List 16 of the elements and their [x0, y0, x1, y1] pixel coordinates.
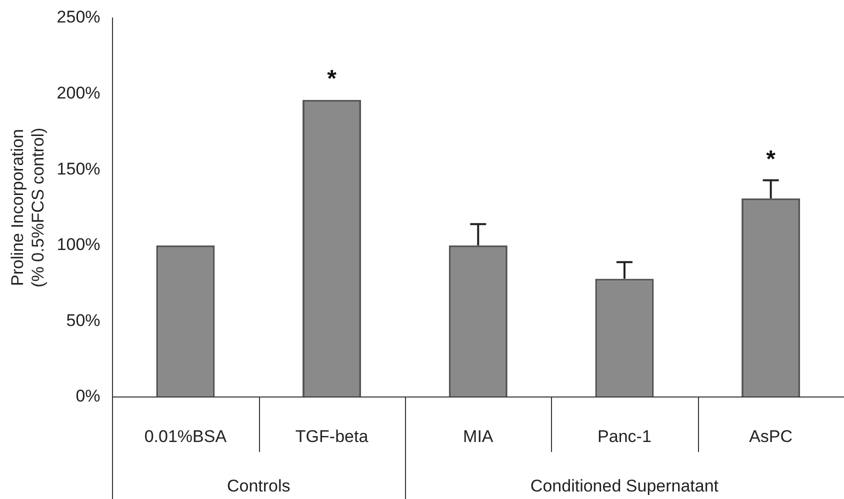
data-label: *	[766, 146, 776, 173]
y-tick-label: 250%	[56, 8, 100, 27]
y-tick-label: 50%	[66, 310, 100, 330]
data-label: *	[327, 65, 338, 92]
x-tick-label: Panc-1	[598, 426, 652, 446]
y-tick-label: 100%	[56, 235, 100, 254]
text: Controls	[226, 476, 290, 496]
y-tick-label: 150%	[56, 159, 100, 178]
x-tick-label: 0.01%BSA	[144, 426, 228, 446]
text: Conditioned Supernatant	[530, 476, 719, 496]
y-axis-title: Proline Incorporation (% 0.5%FCS control)	[8, 128, 48, 288]
y-tick-label: 200%	[56, 83, 100, 102]
x-tick-label: TGF-beta	[295, 426, 369, 446]
x-tick-label: AsPC	[749, 426, 793, 446]
y-tick-label: 0%	[76, 386, 100, 406]
x-tick-label: MIA	[463, 426, 494, 446]
